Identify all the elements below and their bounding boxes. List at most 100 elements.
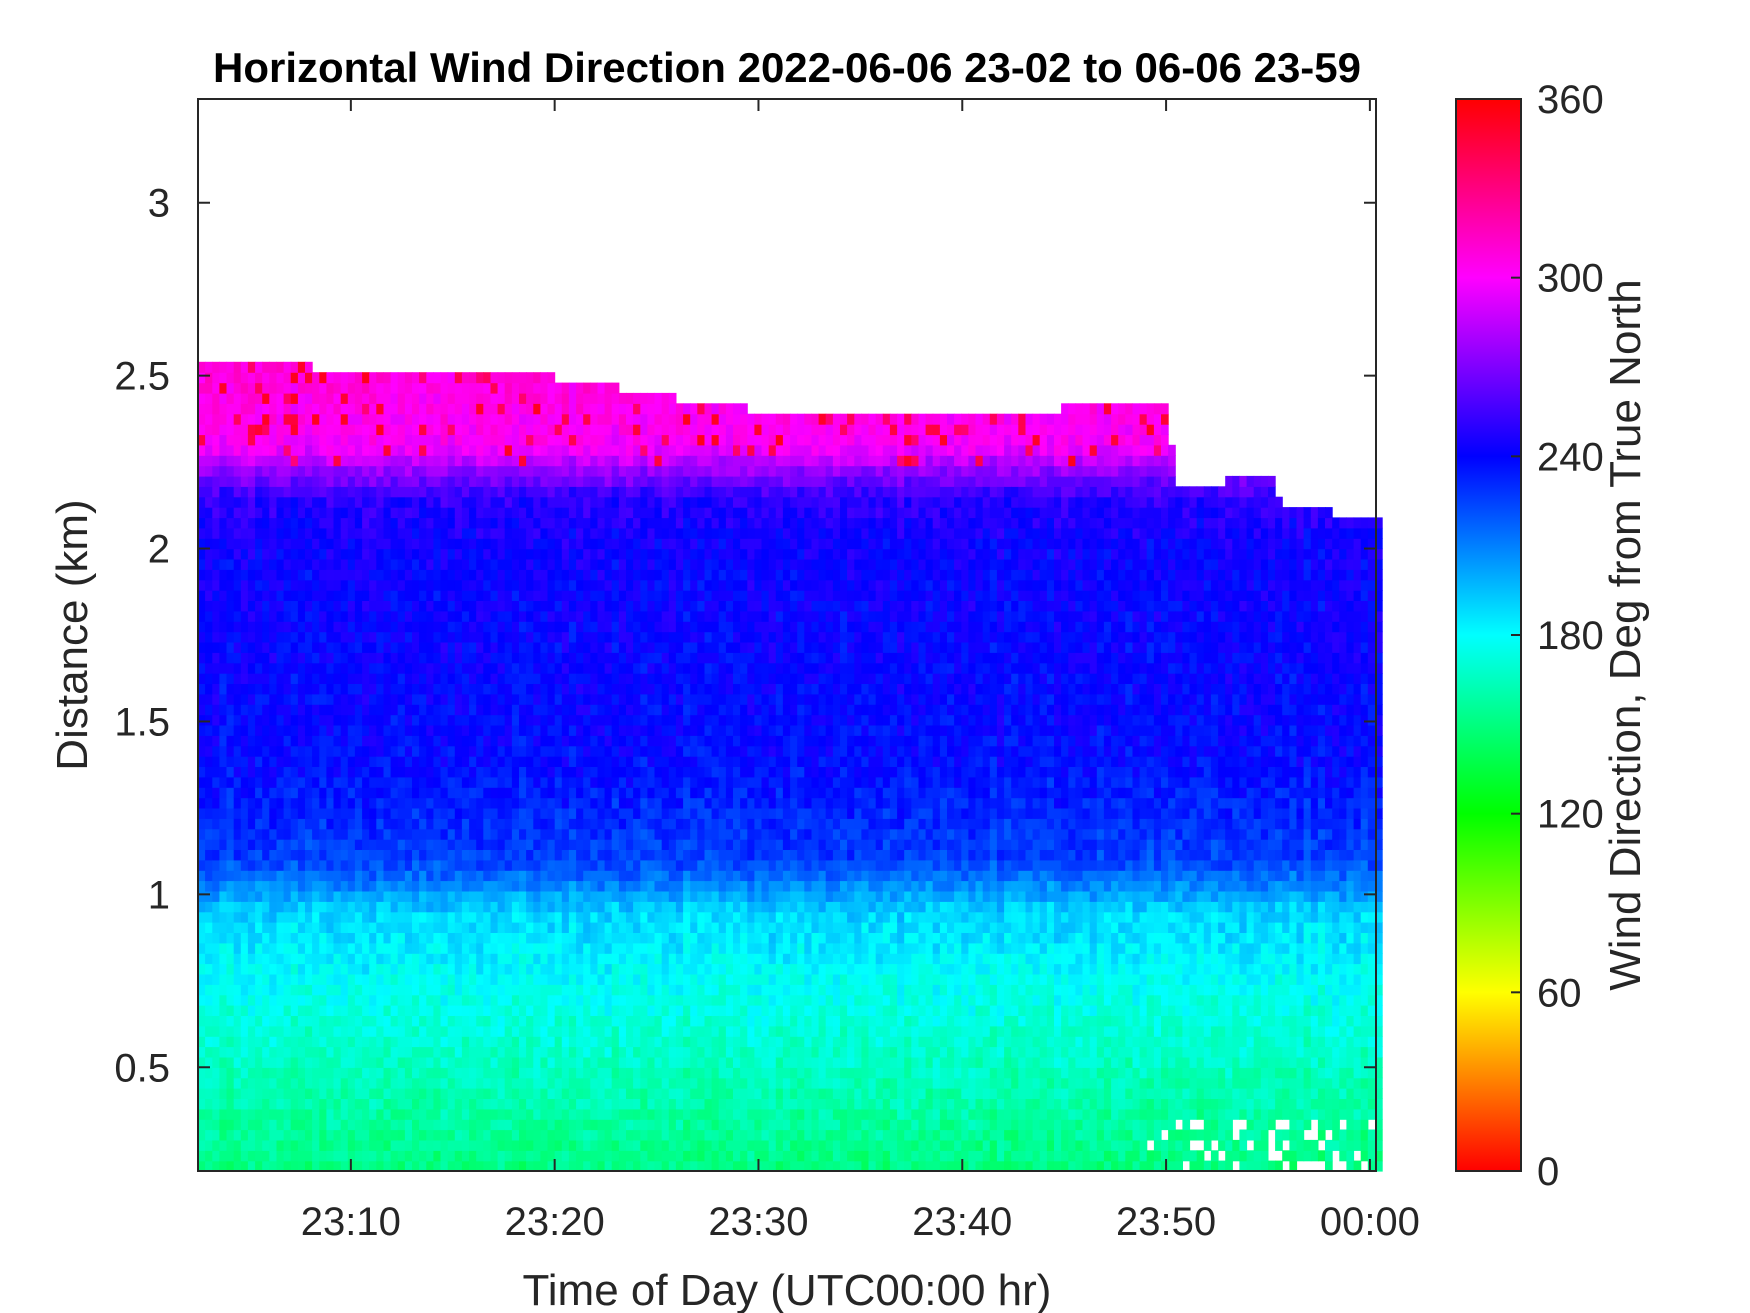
- heatmap-cell: [212, 683, 220, 695]
- heatmap-cell: [640, 1108, 648, 1120]
- heatmap-cell: [433, 403, 442, 415]
- heatmap-cell: [483, 953, 491, 965]
- heatmap-cell: [576, 403, 584, 415]
- heatmap-cell: [219, 724, 228, 736]
- heatmap-cell: [511, 807, 520, 819]
- heatmap-cell: [319, 683, 327, 695]
- heatmap-cell: [447, 372, 456, 384]
- heatmap-cell: [354, 1160, 363, 1172]
- heatmap-cell: [461, 424, 470, 436]
- heatmap-cell: [212, 455, 220, 467]
- heatmap-cell: [568, 424, 577, 436]
- heatmap-cell: [404, 538, 413, 550]
- heatmap-cell: [269, 787, 277, 799]
- heatmap-cell: [483, 901, 491, 913]
- heatmap-cell: [276, 1025, 285, 1037]
- heatmap-cell: [454, 465, 463, 477]
- heatmap-cell: [611, 496, 620, 508]
- heatmap-cell: [198, 1077, 206, 1089]
- heatmap-cell: [390, 673, 399, 684]
- heatmap-cell: [312, 486, 320, 498]
- heatmap-cell: [519, 797, 527, 809]
- heatmap-cell: [376, 652, 384, 664]
- heatmap-cell: [497, 839, 506, 850]
- heatmap-cell: [319, 403, 327, 415]
- heatmap-cell: [404, 828, 413, 840]
- heatmap-cell: [597, 413, 606, 425]
- heatmap-cell: [419, 486, 427, 498]
- heatmap-cell: [490, 1129, 499, 1141]
- heatmap-cell: [533, 766, 541, 778]
- heatmap-cell: [433, 745, 442, 757]
- heatmap-cell: [376, 590, 384, 601]
- heatmap-cell: [404, 392, 413, 404]
- heatmap-cell: [326, 538, 335, 550]
- heatmap-cell: [504, 486, 513, 498]
- heatmap-cell: [255, 745, 263, 757]
- heatmap-cell: [404, 673, 413, 684]
- heatmap-cell: [326, 984, 335, 996]
- heatmap-cell: [397, 787, 406, 799]
- heatmap-cell: [469, 745, 477, 757]
- heatmap-cell: [419, 652, 427, 664]
- heatmap-cell: [576, 849, 584, 861]
- heatmap-cell: [447, 901, 456, 913]
- heatmap-cell: [412, 745, 420, 757]
- heatmap-cell: [233, 610, 242, 622]
- heatmap-cell: [461, 963, 470, 975]
- heatmap-cell: [454, 953, 463, 965]
- heatmap-cell: [490, 704, 499, 716]
- heatmap-cell: [618, 631, 627, 643]
- heatmap-cell: [333, 859, 342, 871]
- heatmap-cell: [611, 527, 620, 539]
- heatmap-cell: [326, 880, 335, 892]
- heatmap-cell: [205, 787, 213, 799]
- heatmap-cell: [240, 1150, 249, 1162]
- heatmap-cell: [269, 911, 277, 923]
- heatmap-cell: [290, 486, 299, 498]
- heatmap-cell: [618, 424, 627, 436]
- heatmap-cell: [354, 963, 363, 975]
- heatmap-cell: [269, 922, 277, 933]
- heatmap-cell: [547, 590, 556, 601]
- heatmap-cell: [383, 818, 392, 830]
- heatmap-cell: [526, 756, 534, 767]
- heatmap-cell: [640, 662, 648, 674]
- heatmap-cell: [219, 569, 228, 581]
- heatmap-cell: [297, 1108, 306, 1120]
- heatmap-cell: [633, 579, 641, 591]
- heatmap-cell: [590, 756, 598, 767]
- heatmap-cell: [226, 361, 235, 373]
- heatmap-cell: [469, 1150, 477, 1162]
- heatmap-cell: [583, 693, 591, 705]
- heatmap-cell: [319, 1098, 327, 1110]
- heatmap-cell: [519, 1015, 527, 1027]
- heatmap-cell: [226, 932, 235, 944]
- heatmap-cell: [504, 818, 513, 830]
- heatmap-cell: [576, 1119, 584, 1131]
- heatmap-cell: [212, 693, 220, 705]
- heatmap-cell: [362, 807, 370, 819]
- heatmap-cell: [611, 1108, 620, 1120]
- heatmap-cell: [568, 1150, 577, 1162]
- heatmap-cell: [583, 631, 591, 643]
- heatmap-cell: [504, 1129, 513, 1141]
- heatmap-cell: [354, 818, 363, 830]
- heatmap-cell: [305, 870, 313, 882]
- heatmap-cell: [312, 1139, 320, 1151]
- heatmap-cell: [461, 797, 470, 809]
- heatmap-cell: [333, 1119, 342, 1131]
- heatmap-cell: [533, 1025, 541, 1037]
- heatmap-cell: [469, 901, 477, 913]
- heatmap-cell: [269, 1056, 277, 1068]
- heatmap-cell: [590, 807, 598, 819]
- heatmap-cell: [440, 839, 449, 850]
- heatmap-cell: [626, 673, 634, 684]
- heatmap-cell: [476, 673, 484, 684]
- heatmap-cell: [354, 839, 363, 850]
- heatmap-cell: [305, 527, 313, 539]
- heatmap-cell: [461, 932, 470, 944]
- heatmap-cell: [490, 859, 499, 871]
- heatmap-cell: [247, 807, 256, 819]
- heatmap-cell: [404, 1015, 413, 1027]
